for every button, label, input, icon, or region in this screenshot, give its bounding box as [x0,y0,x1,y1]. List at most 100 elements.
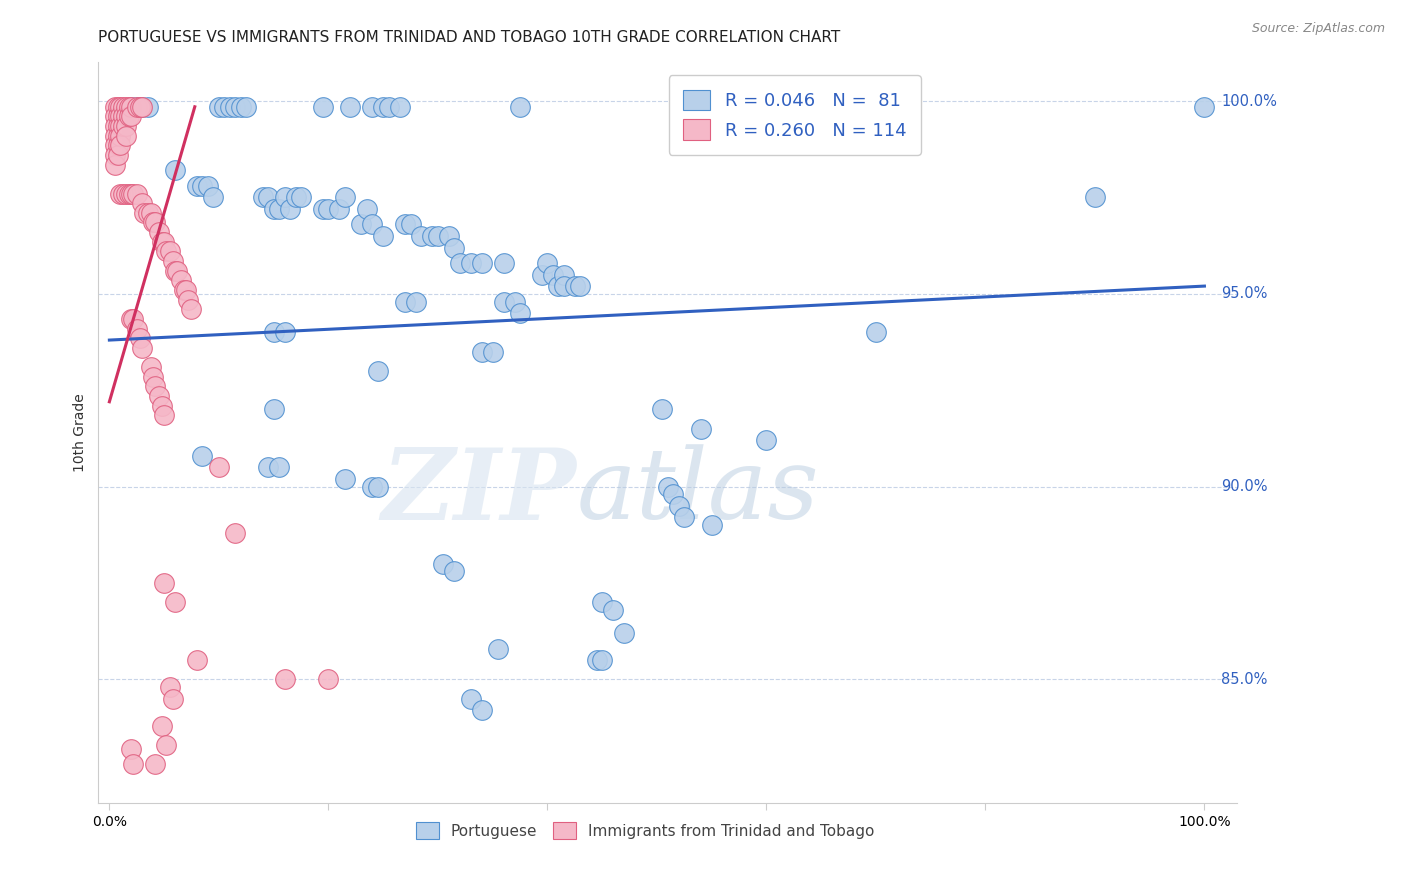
Point [284,190,307,204]
Text: 85.0%: 85.0% [1220,672,1267,687]
Point [333,472,356,486]
Point [509,100,531,114]
Point [471,256,494,270]
Point [125,186,148,201]
Point [120,100,142,114]
Point [148,389,170,403]
Point [312,202,335,216]
Point [139,206,162,220]
Point [1194,100,1216,114]
Point [111,186,134,201]
Point [585,653,607,667]
Point [564,279,586,293]
Point [1084,190,1107,204]
Point [356,202,378,216]
Point [122,186,145,201]
Point [350,218,373,232]
Point [120,311,142,326]
Point [541,268,564,282]
Point [460,256,482,270]
Point [131,196,153,211]
Point [290,190,312,204]
Point [107,138,129,153]
Point [191,178,214,193]
Point [263,326,285,340]
Point [111,110,134,124]
Point [553,268,575,282]
Point [110,128,132,143]
Point [673,510,696,524]
Point [111,119,134,133]
Point [755,434,778,448]
Point [657,480,679,494]
Point [114,119,136,133]
Point [162,691,184,706]
Point [662,487,685,501]
Point [114,128,136,143]
Point [174,283,197,297]
Point [377,100,399,114]
Point [388,100,411,114]
Point [437,229,460,244]
Point [602,603,624,617]
Point [273,326,295,340]
Point [125,100,148,114]
Point [865,326,887,340]
Point [110,100,132,114]
Point [145,215,167,229]
Point [471,703,494,717]
Point [405,294,427,309]
Y-axis label: 10th Grade: 10th Grade [73,393,87,472]
Point [426,229,449,244]
Point [257,190,280,204]
Point [613,626,636,640]
Point [371,100,394,114]
Point [509,306,531,320]
Point [142,369,165,384]
Point [273,190,295,204]
Point [371,229,394,244]
Point [120,186,142,201]
Point [367,480,389,494]
Point [214,100,236,114]
Point [186,653,208,667]
Point [536,256,558,270]
Point [689,422,711,436]
Point [208,460,231,475]
Point [273,673,295,687]
Point [492,294,515,309]
Point [136,100,159,114]
Point [153,576,176,591]
Point [104,158,127,172]
Point [129,331,152,345]
Point [150,399,173,413]
Point [125,100,148,114]
Point [278,202,301,216]
Point [591,653,613,667]
Point [120,741,142,756]
Point [553,279,575,293]
Point [131,100,153,114]
Point [186,178,208,193]
Point [111,100,134,114]
Point [148,225,170,239]
Point [481,344,503,359]
Legend: Portuguese, Immigrants from Trinidad and Tobago: Portuguese, Immigrants from Trinidad and… [408,814,882,847]
Point [651,402,673,417]
Point [235,100,257,114]
Point [107,119,129,133]
Point [131,341,153,355]
Point [333,190,356,204]
Point [120,100,142,114]
Text: 95.0%: 95.0% [1220,286,1267,301]
Point [460,691,482,706]
Point [110,186,132,201]
Point [173,283,195,297]
Point [110,119,132,133]
Point [159,680,181,694]
Point [361,480,384,494]
Point [361,100,384,114]
Point [153,409,176,423]
Text: Source: ZipAtlas.com: Source: ZipAtlas.com [1251,22,1385,36]
Point [700,518,723,533]
